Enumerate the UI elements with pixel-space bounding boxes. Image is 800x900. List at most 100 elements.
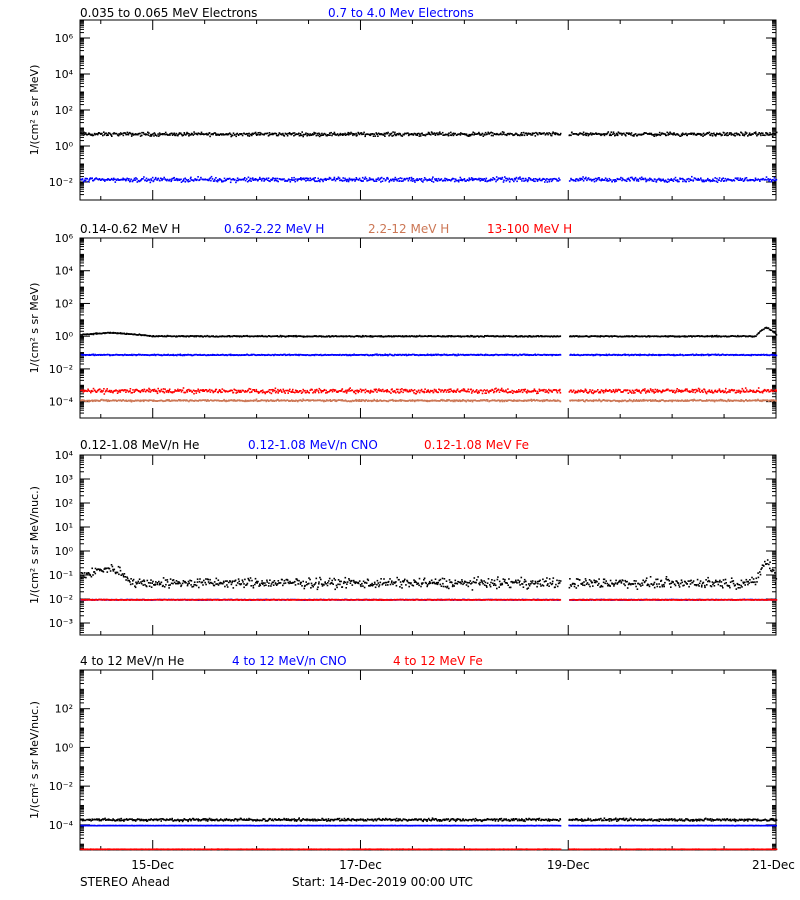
data-point [607,131,610,133]
data-point [399,177,402,179]
data-point [126,354,128,356]
data-point [617,131,620,133]
data-point [487,179,490,182]
data-point [766,399,769,401]
data-point [715,335,717,338]
data-point [508,133,511,136]
data-point [543,132,545,134]
data-point [462,335,464,338]
data-point [206,334,209,337]
data-point [767,354,769,356]
data-point [439,131,441,133]
data-point [493,354,496,356]
data-point [217,399,219,402]
data-point [241,134,244,137]
data-point [474,335,476,338]
data-point [544,335,546,338]
data-point [140,389,143,392]
data-point [158,335,160,337]
data-point [705,399,708,401]
data-point [212,133,214,135]
data-point [758,179,761,181]
data-point [653,400,656,402]
data-point [299,335,302,337]
data-point [731,133,733,136]
data-point [612,335,615,337]
data-point [355,398,357,401]
data-point [387,131,389,134]
data-point [317,399,320,402]
data-point [680,133,683,136]
data-point [89,177,92,179]
data-point [622,178,624,181]
data-point [415,354,418,356]
data-point [626,335,628,337]
data-point [284,354,287,357]
data-point [94,399,96,401]
data-point [378,335,380,337]
data-point [331,399,334,402]
data-point [401,135,404,137]
data-point [627,400,630,402]
data-point [313,400,315,402]
data-point [411,180,414,182]
data-point [556,179,559,182]
data-point [702,179,705,181]
data-point [657,400,659,402]
data-point [557,180,560,182]
data-point [719,398,722,401]
data-point [264,179,266,181]
data-point [288,179,291,181]
data-point [306,354,309,356]
data-point [330,354,332,356]
data-point [630,132,633,134]
data-point [396,178,398,181]
data-point [425,178,427,181]
data-point [473,178,475,181]
data-point [486,399,489,401]
data-point [476,353,478,356]
data-point [687,177,690,180]
data-point [369,399,372,402]
data-point [215,133,217,135]
data-point [238,178,241,181]
data-point [697,177,699,180]
data-point [763,354,766,356]
data-point [504,176,506,178]
data-point [673,178,675,180]
data-point [499,177,502,179]
data-point [149,335,152,337]
data-point [456,400,458,402]
data-point [428,335,430,337]
data-point [183,335,185,338]
data-point [129,333,132,335]
data-point [676,400,678,402]
data-point [113,390,115,392]
data-point [523,354,526,356]
data-point [513,399,515,401]
data-point [322,180,324,183]
data-point [197,335,199,337]
data-point [272,177,274,179]
data-point [156,179,158,181]
data-point [347,131,349,134]
data-point [658,177,660,180]
data-point [556,132,558,135]
data-point [595,180,598,182]
data-point [350,178,352,181]
data-point [376,399,378,401]
data-point [580,354,583,356]
data-point [399,133,402,136]
data-point [602,399,605,401]
data-point [710,132,713,135]
data-point [338,399,341,401]
data-point [695,335,697,337]
data-point [469,353,472,356]
data-point [553,335,555,338]
data-point [340,335,343,338]
data-point [520,178,522,180]
data-point [173,354,175,357]
data-point [769,178,771,181]
data-point [770,179,773,182]
data-point [503,131,505,134]
